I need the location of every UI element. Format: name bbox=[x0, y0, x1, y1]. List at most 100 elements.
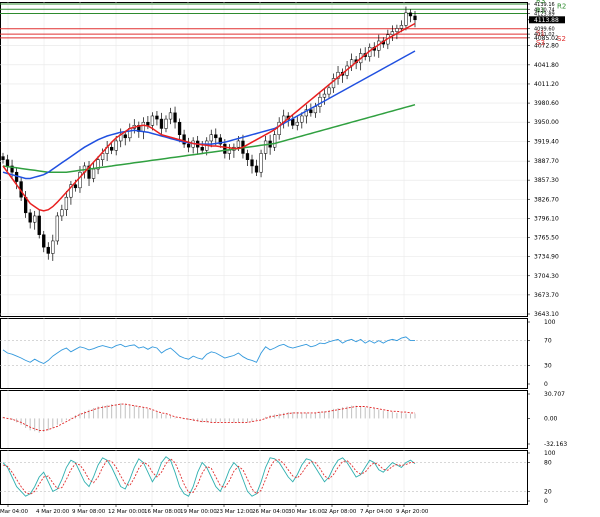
candle-body bbox=[5, 159, 10, 167]
candle-body bbox=[64, 196, 69, 210]
candle-body bbox=[146, 121, 150, 126]
price-tick-label: 4072.80 bbox=[534, 42, 559, 49]
stoch-tick-label: 0 bbox=[544, 498, 548, 505]
candle-body bbox=[259, 153, 263, 173]
panel-frame bbox=[0, 2, 528, 317]
price-tick-label: 4130.74 bbox=[534, 7, 555, 13]
candle-body bbox=[272, 134, 277, 148]
candle-body bbox=[291, 118, 295, 126]
last-price-label: 4113.88 bbox=[534, 17, 559, 24]
macd-tick-label: 30.707 bbox=[544, 391, 565, 398]
candle-body bbox=[37, 215, 41, 235]
candle-body bbox=[331, 78, 336, 89]
price-tick-label: 4123.89 bbox=[534, 12, 555, 18]
candle-body bbox=[55, 215, 59, 242]
price-tick-label: 4091.02 bbox=[534, 32, 555, 38]
price-tick-label: 4041.80 bbox=[534, 62, 559, 69]
candle-body bbox=[114, 140, 118, 151]
level-label-r1: R1 bbox=[536, 7, 545, 15]
price-tick-label: 3950.00 bbox=[534, 119, 559, 126]
ma-slow-line bbox=[2, 103, 416, 173]
x-tick-label: 19 Mar 00:00 bbox=[180, 509, 217, 515]
x-tick-label: 23 Mar 12:00 bbox=[216, 509, 253, 515]
candle-body bbox=[177, 121, 182, 135]
price-tick-label: 3857.30 bbox=[534, 177, 559, 184]
level-label-r2: R2 bbox=[557, 2, 566, 10]
x-tick-label: 9 Apr 20:00 bbox=[396, 509, 429, 515]
candle-body bbox=[223, 143, 227, 154]
price-tick-label: 3734.90 bbox=[534, 254, 559, 261]
stoch-tick-label: 20 bbox=[544, 488, 552, 495]
ma-mid-line bbox=[2, 50, 416, 180]
candle-body bbox=[318, 96, 322, 107]
candle-body bbox=[327, 87, 331, 95]
x-tick-label: 2 Apr 08:00 bbox=[324, 509, 357, 515]
x-tick-label: Mar 04:00 bbox=[0, 509, 28, 515]
macd-histogram bbox=[2, 403, 416, 433]
level-label-s2: S2 bbox=[557, 35, 566, 43]
candle-body bbox=[100, 153, 105, 160]
candle-body bbox=[46, 246, 50, 254]
price-tick-label: 4099.60 bbox=[534, 27, 555, 33]
candle-body bbox=[91, 168, 96, 179]
price-tick-label: 3765.50 bbox=[534, 235, 559, 242]
candle-body bbox=[413, 15, 417, 21]
price-tick-label: 3980.60 bbox=[534, 100, 559, 107]
rsi-tick-label: 0 bbox=[544, 381, 548, 388]
macd-tick-label: 0.00 bbox=[544, 415, 558, 422]
candle-body bbox=[141, 121, 146, 132]
x-tick-label: 7 Apr 04:00 bbox=[360, 509, 393, 515]
last-price-box bbox=[529, 16, 565, 24]
stoch-tick-label: 100 bbox=[544, 450, 556, 457]
price-tick-label: 3887.70 bbox=[534, 158, 559, 165]
candle-body bbox=[87, 165, 91, 179]
candle-body bbox=[277, 121, 281, 135]
stoch-d-line bbox=[2, 458, 415, 495]
x-tick-label: 12 Mar 00:00 bbox=[108, 509, 145, 515]
candle-body bbox=[263, 140, 268, 154]
price-tick-label: 4085.02 bbox=[534, 35, 559, 42]
candle-body bbox=[200, 146, 204, 151]
candle-body bbox=[28, 212, 32, 223]
candle-body bbox=[295, 121, 299, 126]
candle-body bbox=[227, 150, 232, 154]
candle-body bbox=[304, 109, 308, 117]
candle-body bbox=[42, 234, 46, 248]
candle-body bbox=[168, 112, 173, 120]
candle-body bbox=[218, 137, 222, 145]
candle-body bbox=[150, 115, 155, 126]
candle-body bbox=[33, 215, 37, 223]
candle-body bbox=[245, 153, 250, 160]
price-tick-label: 3704.30 bbox=[534, 273, 559, 280]
macd-signal-line bbox=[2, 403, 415, 431]
candle-body bbox=[182, 134, 186, 145]
candle-body bbox=[313, 106, 318, 114]
candle-body bbox=[236, 140, 241, 148]
x-tick-label: 9 Mar 08:00 bbox=[72, 509, 106, 515]
rsi-tick-label: 100 bbox=[544, 319, 556, 326]
x-tick-label: 4 Mar 20:00 bbox=[36, 509, 70, 515]
price-tick-label: 3796.10 bbox=[534, 215, 559, 222]
price-tick-label: 4139.16 bbox=[534, 2, 555, 8]
x-tick-label: 16 Mar 08:00 bbox=[144, 509, 181, 515]
candle-body bbox=[404, 12, 408, 26]
panel-frame bbox=[0, 450, 528, 505]
candle-body bbox=[123, 134, 127, 139]
level-label-r3: R3 bbox=[536, 0, 545, 5]
candles bbox=[1, 6, 417, 261]
candle-body bbox=[10, 165, 14, 173]
candle-body bbox=[186, 143, 191, 148]
rsi-tick-label: 30 bbox=[544, 362, 552, 369]
candle-body bbox=[254, 165, 259, 173]
candle-body bbox=[399, 25, 404, 29]
candle-body bbox=[395, 28, 399, 32]
price-tick-label: 3826.70 bbox=[534, 196, 559, 203]
candle-body bbox=[155, 115, 159, 120]
candle-body bbox=[159, 118, 164, 129]
candle-body bbox=[322, 93, 327, 98]
rsi-tick-label: 70 bbox=[544, 338, 552, 345]
panel-frame bbox=[0, 318, 528, 389]
candle-body bbox=[164, 118, 168, 129]
x-tick-label: 30 Mar 16:00 bbox=[288, 509, 325, 515]
